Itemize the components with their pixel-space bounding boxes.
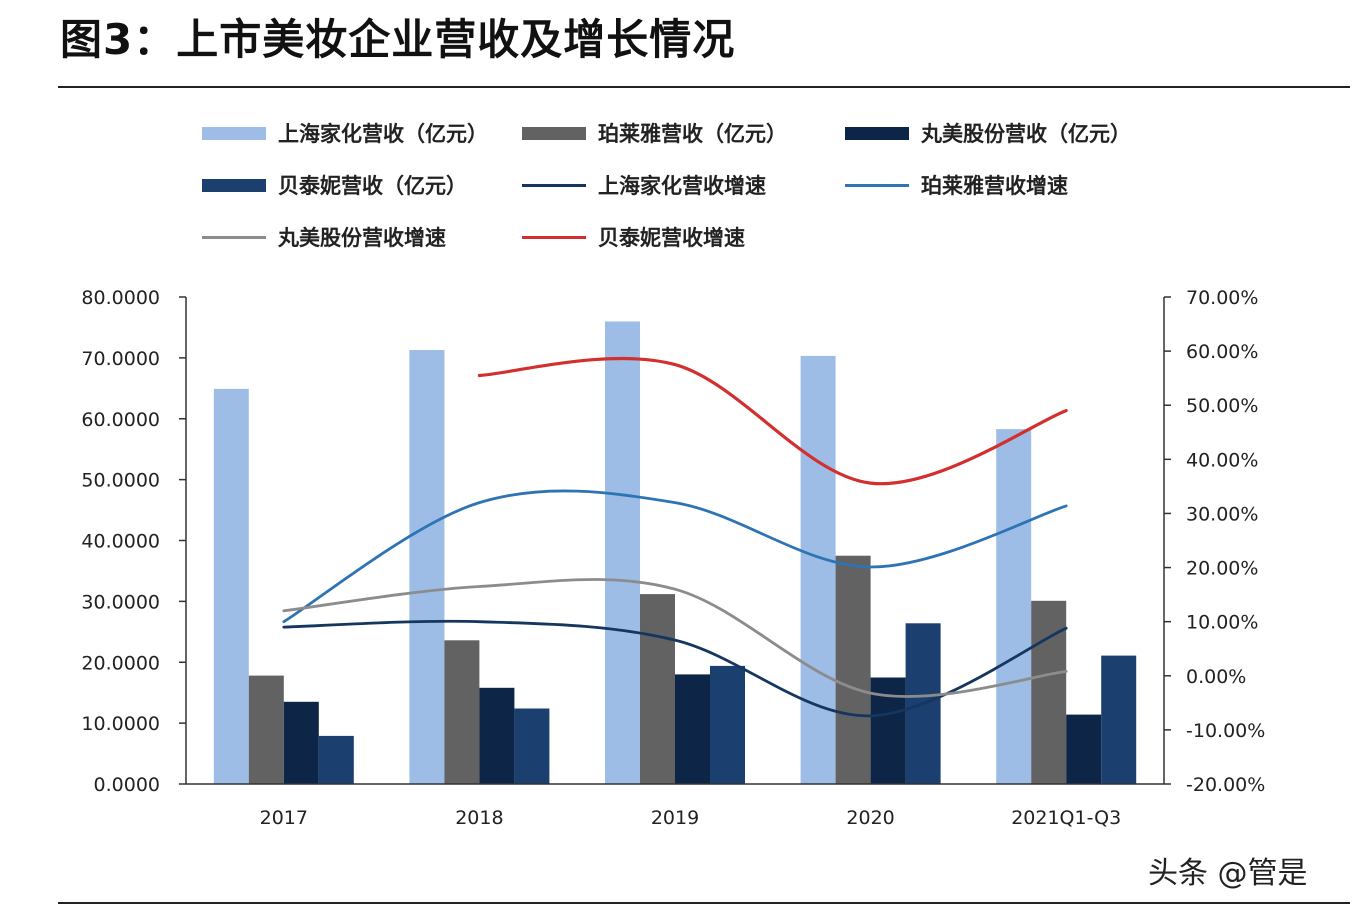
x-tick-label: 2018 xyxy=(455,807,503,829)
y-right-tick-label: 10.00% xyxy=(1186,612,1258,634)
line-series-3 xyxy=(282,578,1068,698)
legend-item: 丸美股份营收增速 xyxy=(202,222,446,252)
y-right-tick-label: 20.00% xyxy=(1186,558,1258,580)
legend-swatch xyxy=(845,183,909,187)
watermark: 头条 @管是 xyxy=(1148,856,1308,891)
legend-label: 丸美股份营收增速 xyxy=(278,226,446,250)
legend-item: 珀莱雅营收增速 xyxy=(845,170,1068,200)
axes-layer: 0.0000 10.0000 20.0000 30.0000 40.0000 50.000… xyxy=(81,287,1265,829)
legend-swatch xyxy=(202,178,266,192)
line-series-4 xyxy=(477,356,1068,486)
legend-label: 贝泰妮营收（亿元） xyxy=(278,174,467,198)
y-right-tick-label: 40.00% xyxy=(1186,449,1258,471)
y-left-tick-label: 0.0000 xyxy=(94,774,160,796)
bar-4-2018 xyxy=(514,708,550,784)
bar-4-2017 xyxy=(318,735,354,784)
bar-3-2019 xyxy=(675,674,710,784)
legend-swatch xyxy=(845,126,909,140)
y-right-tick-label: -10.00% xyxy=(1186,720,1265,742)
bar-2-2020 xyxy=(835,555,871,784)
legend-label: 贝泰妮营收增速 xyxy=(598,226,745,250)
bar-4-2019 xyxy=(710,665,745,784)
line-series-1 xyxy=(282,619,1068,718)
bar-3-2017 xyxy=(283,701,319,784)
y-left-tick-label: 10.0000 xyxy=(81,713,160,735)
bottom-rule xyxy=(58,902,1350,904)
y-right-tick-label: 60.00% xyxy=(1186,341,1258,363)
y-right-tick-label: -20.00% xyxy=(1186,774,1265,796)
legend-swatch xyxy=(522,235,586,239)
legend-swatch xyxy=(202,126,266,140)
legend-item: 贝泰妮营收（亿元） xyxy=(202,170,467,200)
x-tick-label: 2017 xyxy=(260,807,308,829)
y-left-tick-label: 20.0000 xyxy=(81,652,160,674)
bar-2-2021Q1-Q3 xyxy=(1031,600,1067,784)
legend-label: 上海家化营收（亿元） xyxy=(278,122,488,146)
top-rule xyxy=(58,86,1350,88)
line-series-2 xyxy=(282,489,1068,624)
legend-swatch xyxy=(522,126,586,140)
y-left-tick-label: 80.0000 xyxy=(81,287,160,309)
chart-title: 图3：上市美妆企业营收及增长情况 xyxy=(60,15,736,64)
y-left-tick-label: 50.0000 xyxy=(81,470,160,492)
y-right-tick-label: 50.00% xyxy=(1186,395,1258,417)
bar-2-2017 xyxy=(248,675,284,784)
legend-item: 丸美股份营收（亿元） xyxy=(845,118,1131,148)
legend-label: 珀莱雅营收增速 xyxy=(921,174,1068,198)
y-left-tick-label: 30.0000 xyxy=(81,591,160,613)
legend-label: 上海家化营收增速 xyxy=(598,174,766,198)
legend-item: 上海家化营收增速 xyxy=(522,170,766,200)
y-left-tick-label: 60.0000 xyxy=(81,409,160,431)
legend-label: 珀莱雅营收（亿元） xyxy=(598,122,787,146)
y-left-tick-label: 70.0000 xyxy=(81,348,160,370)
y-right-tick-label: 30.00% xyxy=(1186,503,1258,525)
bar-layer xyxy=(213,321,1137,784)
y-right-tick-label: 70.00% xyxy=(1186,287,1258,309)
bar-1-2021Q1-Q3 xyxy=(996,429,1032,784)
bar-1-2018 xyxy=(409,350,445,784)
legend-swatch xyxy=(202,235,266,239)
legend-swatch xyxy=(522,183,586,187)
x-tick-label: 2020 xyxy=(846,807,894,829)
bar-1-2019 xyxy=(605,321,640,784)
x-tick-label: 2021Q1-Q3 xyxy=(1011,807,1121,829)
bar-2-2019 xyxy=(640,594,675,784)
legend-item: 贝泰妮营收增速 xyxy=(522,222,745,252)
legend-label: 丸美股份营收（亿元） xyxy=(921,122,1131,146)
legend: 上海家化营收（亿元） 珀莱雅营收（亿元） 丸美股份营收（亿元） 贝泰妮营收（亿元） 上海… xyxy=(0,0,1352,260)
bar-1-2020 xyxy=(800,355,836,784)
legend-item: 珀莱雅营收（亿元） xyxy=(522,118,787,148)
bar-1-2017 xyxy=(213,388,249,784)
x-tick-label: 2019 xyxy=(651,807,699,829)
bar-3-2018 xyxy=(479,687,515,784)
y-left-tick-label: 40.0000 xyxy=(81,531,160,553)
legend-item: 上海家化营收（亿元） xyxy=(202,118,488,148)
bar-3-2021Q1-Q3 xyxy=(1066,714,1102,784)
bar-2-2018 xyxy=(444,640,480,784)
bar-4-2021Q1-Q3 xyxy=(1101,655,1137,784)
line-layer xyxy=(282,356,1068,718)
y-right-tick-label: 0.00% xyxy=(1186,666,1246,688)
